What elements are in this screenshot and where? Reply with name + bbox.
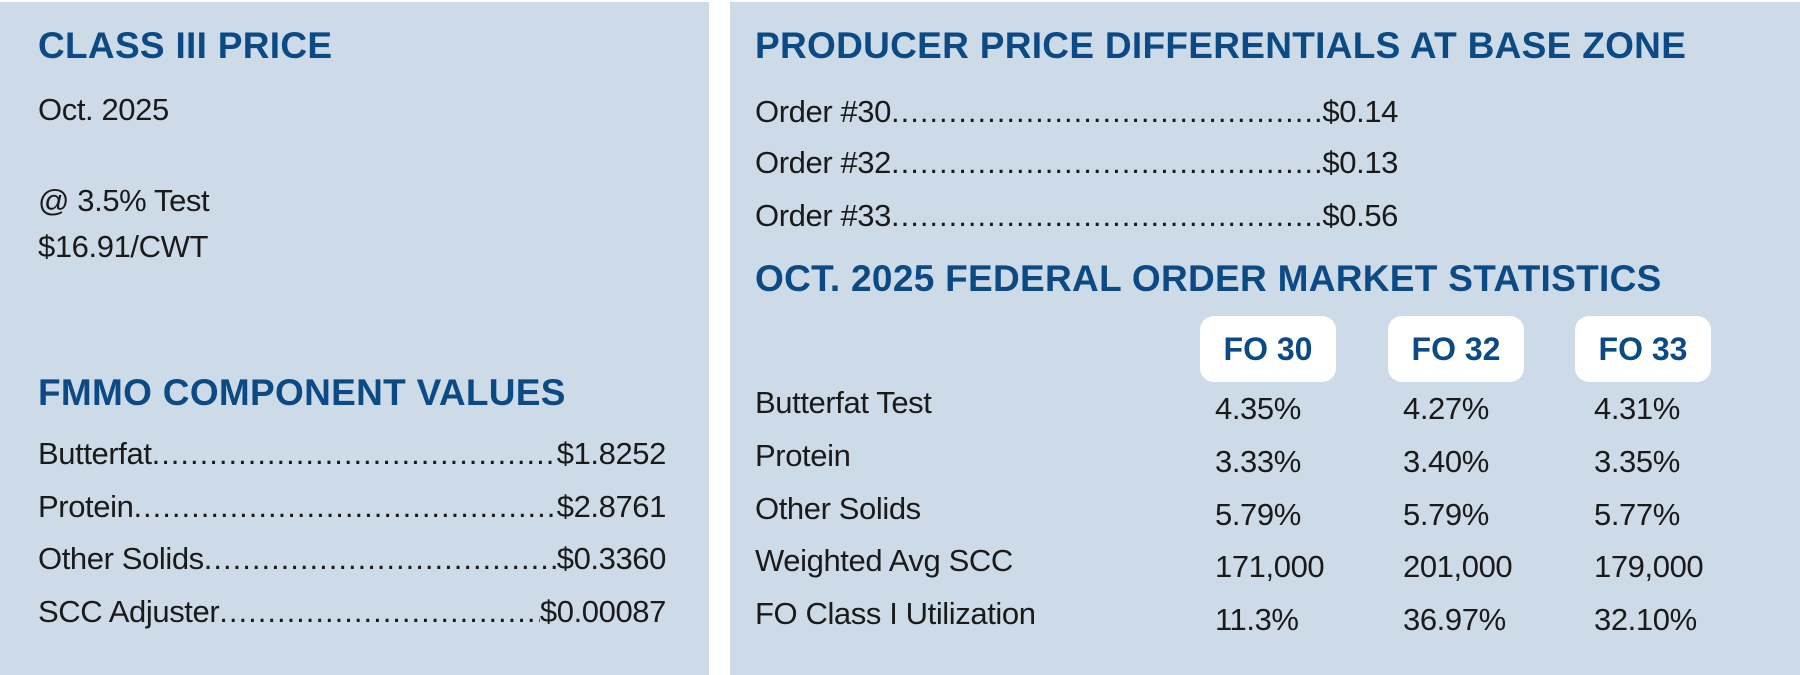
stats-cell: 3.35% [1594, 444, 1680, 479]
ppd-row: Order #30 $0.14 [755, 94, 1398, 130]
ppd-stats-panel: PRODUCER PRICE DIFFERENTIALS AT BASE ZON… [730, 2, 1800, 675]
stats-cell: 3.33% [1215, 444, 1301, 479]
stats-title: OCT. 2025 FEDERAL ORDER MARKET STATISTIC… [755, 258, 1662, 299]
stats-row-label: Weighted Avg SCC [755, 543, 1013, 578]
ppd-label: Order #30 [755, 94, 891, 129]
dot-leader [891, 198, 1322, 234]
stats-row-label: Protein [755, 438, 851, 473]
class-iii-title: CLASS III PRICE [38, 25, 333, 66]
ppd-label: Order #33 [755, 198, 891, 233]
fmmo-label: Other Solids [38, 541, 204, 576]
class-iii-panel: CLASS III PRICE Oct. 2025 @ 3.5% Test $1… [0, 2, 709, 675]
stats-cell: 201,000 [1403, 549, 1513, 584]
stats-cell: 4.35% [1215, 391, 1301, 426]
stats-cell: 171,000 [1215, 549, 1325, 584]
ppd-row: Order #33 $0.56 [755, 198, 1398, 234]
ppd-value: $0.56 [1322, 198, 1398, 233]
stats-cell: 11.3% [1215, 602, 1299, 637]
dot-leader [891, 145, 1322, 181]
fmmo-label: SCC Adjuster [38, 594, 220, 629]
dot-leader [219, 594, 540, 630]
stats-cell: 4.31% [1594, 391, 1680, 426]
ppd-value: $0.14 [1322, 94, 1398, 129]
stats-row-label: FO Class I Utilization [755, 596, 1036, 631]
ppd-value: $0.13 [1322, 145, 1398, 180]
class-iii-price: $16.91/CWT [38, 229, 209, 264]
fmmo-label: Butterfat [38, 436, 152, 471]
fmmo-value: $0.3360 [556, 541, 667, 576]
fmmo-value: $1.8252 [556, 436, 667, 471]
fmmo-title: FMMO COMPONENT VALUES [38, 372, 566, 413]
fmmo-value: $0.00087 [539, 594, 667, 629]
ppd-row: Order #32 $0.13 [755, 145, 1398, 181]
column-header-fo: FO 32 [1388, 316, 1524, 382]
stats-cell: 32.10% [1594, 602, 1697, 637]
class-iii-month: Oct. 2025 [38, 92, 169, 127]
stats-cell: 5.79% [1403, 497, 1489, 532]
fmmo-value: $2.8761 [556, 489, 667, 524]
stats-cell: 179,000 [1594, 549, 1704, 584]
dot-leader [133, 489, 556, 525]
dot-leader [152, 436, 557, 472]
ppd-title: PRODUCER PRICE DIFFERENTIALS AT BASE ZON… [755, 25, 1687, 66]
column-header-fo: FO 33 [1575, 316, 1711, 382]
fmmo-label: Protein [38, 489, 134, 524]
stats-cell: 3.40% [1403, 444, 1489, 479]
class-iii-test: @ 3.5% Test [38, 183, 210, 218]
fmmo-row: Butterfat $1.8252 [38, 436, 666, 472]
stats-row-label: Butterfat Test [755, 385, 932, 420]
dot-leader [204, 541, 557, 577]
stats-cell: 4.27% [1403, 391, 1489, 426]
stats-cell: 5.77% [1594, 497, 1680, 532]
stats-cell: 36.97% [1403, 602, 1506, 637]
stats-row-label: Other Solids [755, 491, 921, 526]
dot-leader [891, 94, 1322, 130]
fmmo-row: SCC Adjuster $0.00087 [38, 594, 666, 630]
fmmo-row: Protein $2.8761 [38, 489, 666, 525]
stats-cell: 5.79% [1215, 497, 1301, 532]
column-header-fo: FO 30 [1200, 316, 1336, 382]
fmmo-row: Other Solids $0.3360 [38, 541, 666, 577]
ppd-label: Order #32 [755, 145, 891, 180]
